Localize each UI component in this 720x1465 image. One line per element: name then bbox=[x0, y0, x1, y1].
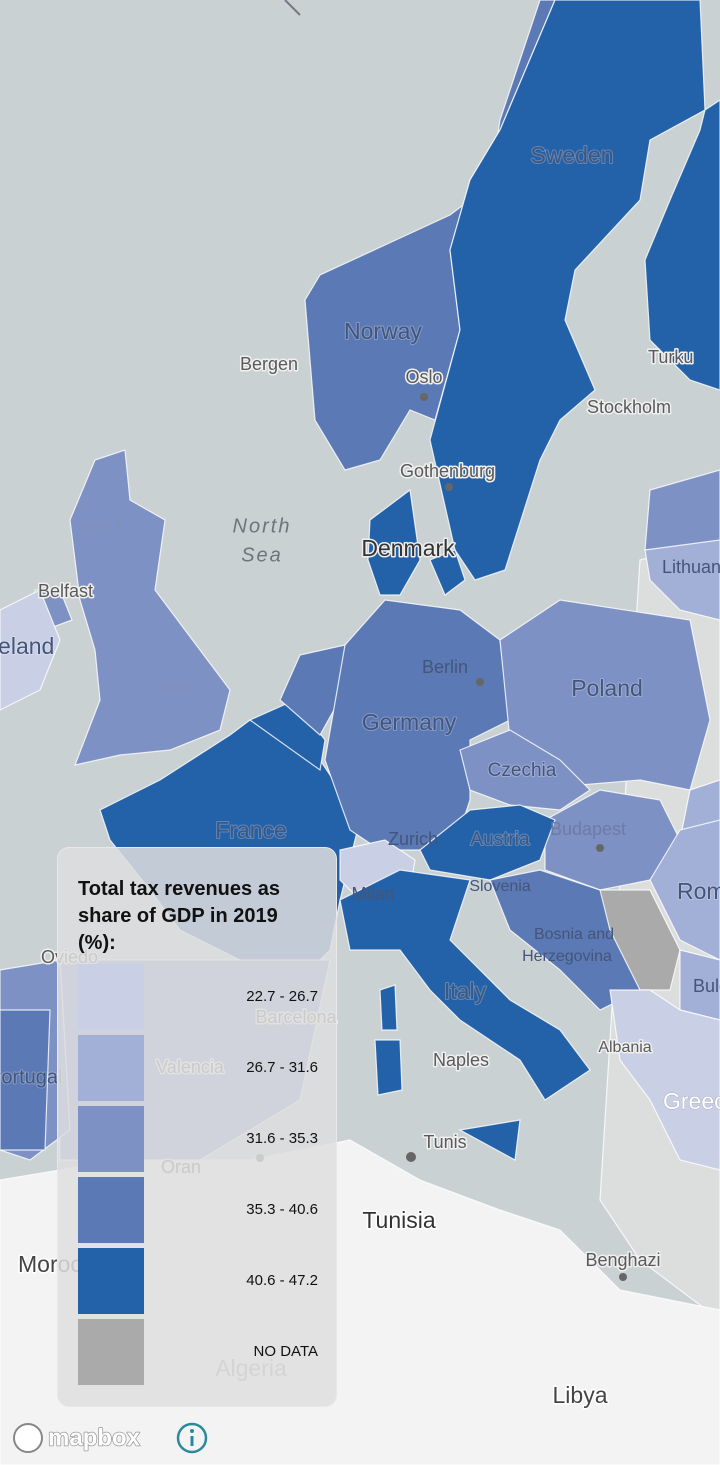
legend-item: 22.7 - 26.7 bbox=[78, 964, 318, 1030]
city-label: Belfast bbox=[38, 581, 93, 601]
country-label: Tunisia bbox=[362, 1207, 435, 1233]
city-label: Turku bbox=[648, 347, 693, 367]
legend-label: NO DATA bbox=[253, 1343, 318, 1360]
city-label: Tunis bbox=[423, 1132, 466, 1152]
info-button[interactable] bbox=[176, 1422, 208, 1454]
great-britain bbox=[69, 449, 231, 766]
legend-label: 35.3 - 40.6 bbox=[246, 1201, 318, 1218]
country-label: Czechia bbox=[488, 760, 557, 781]
legend-swatch bbox=[78, 1319, 144, 1385]
city-label: Milan bbox=[351, 884, 394, 904]
country-label: Bulgaria bbox=[693, 976, 720, 996]
country-label: Romania bbox=[677, 878, 720, 904]
ireland bbox=[0, 589, 61, 711]
germany bbox=[324, 599, 511, 851]
denmark-island bbox=[429, 549, 466, 596]
city-dot bbox=[420, 393, 428, 401]
city-label: Zurich bbox=[388, 829, 438, 849]
country-label: Poland bbox=[571, 675, 643, 701]
legend-swatch bbox=[78, 1035, 144, 1101]
legend-title: Total tax revenues as share of GDP in 20… bbox=[78, 878, 280, 954]
legend-label: 31.6 - 35.3 bbox=[246, 1130, 318, 1147]
country-label: Norway bbox=[344, 318, 422, 344]
legend: Total tax revenues as share of GDP in 20… bbox=[57, 847, 337, 1407]
region-label: SCOT. bbox=[78, 518, 129, 534]
city-dot bbox=[406, 1152, 416, 1162]
city-label: Berlin bbox=[422, 657, 468, 677]
austria bbox=[419, 804, 556, 881]
country-label: Libya bbox=[553, 1382, 608, 1408]
city-label: Benghazi bbox=[585, 1250, 660, 1270]
legend-swatch bbox=[78, 1177, 144, 1243]
legend-label: 22.7 - 26.7 bbox=[246, 988, 318, 1005]
city-label: Oslo bbox=[405, 367, 442, 387]
city-dot bbox=[619, 1273, 627, 1281]
info-circle bbox=[176, 1422, 208, 1454]
lithuania bbox=[644, 539, 720, 621]
country-label: Denmark bbox=[361, 535, 455, 561]
legend-item: 35.3 - 40.6 bbox=[78, 1177, 318, 1243]
finland bbox=[644, 99, 720, 391]
country-label: Slovenia bbox=[469, 878, 530, 895]
country-label: Lithuania bbox=[662, 557, 720, 577]
city-label: Budapest bbox=[550, 819, 626, 839]
city-label: Bergen bbox=[240, 354, 298, 374]
city-dot bbox=[476, 678, 484, 686]
romania bbox=[649, 819, 720, 961]
country-label: Albania bbox=[598, 1039, 651, 1056]
sweden bbox=[429, 0, 706, 581]
legend-swatch bbox=[78, 1106, 144, 1172]
portugal bbox=[0, 1009, 51, 1151]
country-label: France bbox=[215, 817, 287, 843]
greece bbox=[609, 989, 720, 1171]
legend-label: 26.7 - 31.6 bbox=[246, 1059, 318, 1076]
country-label: Germany bbox=[362, 709, 457, 735]
corsica bbox=[379, 984, 398, 1031]
country-label: Herzegovina bbox=[522, 948, 612, 965]
country-label: Bosnia and bbox=[534, 926, 614, 943]
info-dot bbox=[190, 1429, 194, 1433]
road bbox=[284, 0, 301, 16]
legend-label: 40.6 - 47.2 bbox=[246, 1272, 318, 1289]
country-label: Austria bbox=[470, 829, 530, 850]
legend-item: 26.7 - 31.6 bbox=[78, 1035, 318, 1101]
country-label: Sweden bbox=[530, 142, 613, 168]
logo-text: mapbox bbox=[48, 1424, 141, 1451]
legend-item: NO DATA bbox=[78, 1319, 318, 1385]
bulgaria bbox=[679, 949, 720, 1021]
italy bbox=[339, 869, 591, 1101]
country-label: Ireland bbox=[0, 633, 54, 659]
sea-label: Sea bbox=[241, 544, 283, 566]
sea-label: North bbox=[233, 515, 292, 537]
latvia bbox=[644, 469, 720, 551]
city-label: Gothenburg bbox=[400, 461, 495, 481]
serbia bbox=[599, 889, 681, 991]
legend-item: 40.6 - 47.2 bbox=[78, 1248, 318, 1314]
legend-swatch bbox=[78, 1248, 144, 1314]
country-label: Italy bbox=[444, 978, 487, 1004]
country-label: Portugal bbox=[0, 1066, 63, 1088]
legend-item: 31.6 - 35.3 bbox=[78, 1106, 318, 1172]
sardinia bbox=[374, 1039, 403, 1096]
czechia bbox=[459, 729, 591, 811]
attribution-logo[interactable]: mapbox bbox=[13, 1423, 141, 1453]
logo-mark bbox=[13, 1423, 43, 1453]
denmark bbox=[367, 488, 421, 596]
city-dot bbox=[445, 483, 453, 491]
country-label: Greece bbox=[663, 1088, 720, 1114]
city-dot bbox=[596, 844, 604, 852]
city-label: Stockholm bbox=[587, 397, 671, 417]
legend-swatch bbox=[78, 964, 144, 1030]
region-label: ENG. bbox=[159, 679, 201, 695]
sicily bbox=[458, 1119, 521, 1161]
city-label: Naples bbox=[433, 1050, 489, 1070]
